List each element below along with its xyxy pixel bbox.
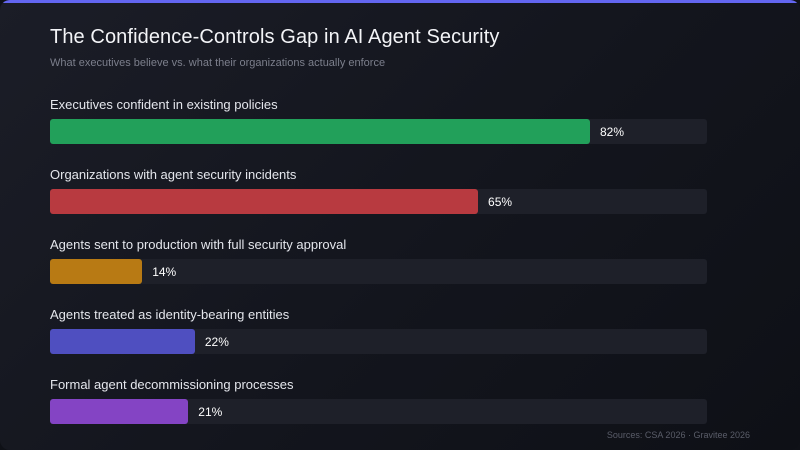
bar-track: 82% [50, 119, 707, 144]
bar-track: 65% [50, 189, 707, 214]
bar [50, 119, 590, 144]
bar-track: 14% [50, 259, 707, 284]
value-label: 22% [204, 335, 229, 349]
bar-row: Agents sent to production with full secu… [50, 237, 707, 287]
value-label: 21% [198, 405, 223, 419]
category-label: Formal agent decommissioning processes [50, 377, 294, 392]
category-label: Agents treated as identity-bearing entit… [50, 307, 290, 322]
chart-title: The Confidence-Controls Gap in AI Agent … [50, 26, 500, 48]
category-label: Organizations with agent security incide… [50, 167, 297, 182]
source-note: Sources: CSA 2026 · Gravitee 2026 [606, 430, 750, 440]
bar-row: Agents treated as identity-bearing entit… [50, 307, 707, 357]
value-label: 14% [152, 265, 177, 279]
category-label: Agents sent to production with full secu… [50, 237, 347, 252]
chart-subtitle: What executives believe vs. what their o… [50, 57, 386, 69]
value-label: 82% [600, 125, 625, 139]
bar [50, 399, 189, 424]
bar-row: Organizations with agent security incide… [50, 167, 707, 217]
bar [50, 189, 479, 214]
top-accent-bar [0, 0, 800, 3]
bar-row: Formal agent decommissioning processes 21… [50, 377, 707, 427]
value-label: 65% [488, 195, 513, 209]
bar [50, 329, 195, 354]
category-label: Executives confident in existing policie… [50, 97, 278, 112]
bar [50, 259, 143, 284]
bar-track: 22% [50, 329, 707, 354]
bar-row: Executives confident in existing policie… [50, 97, 707, 147]
bar-track: 21% [50, 399, 707, 424]
